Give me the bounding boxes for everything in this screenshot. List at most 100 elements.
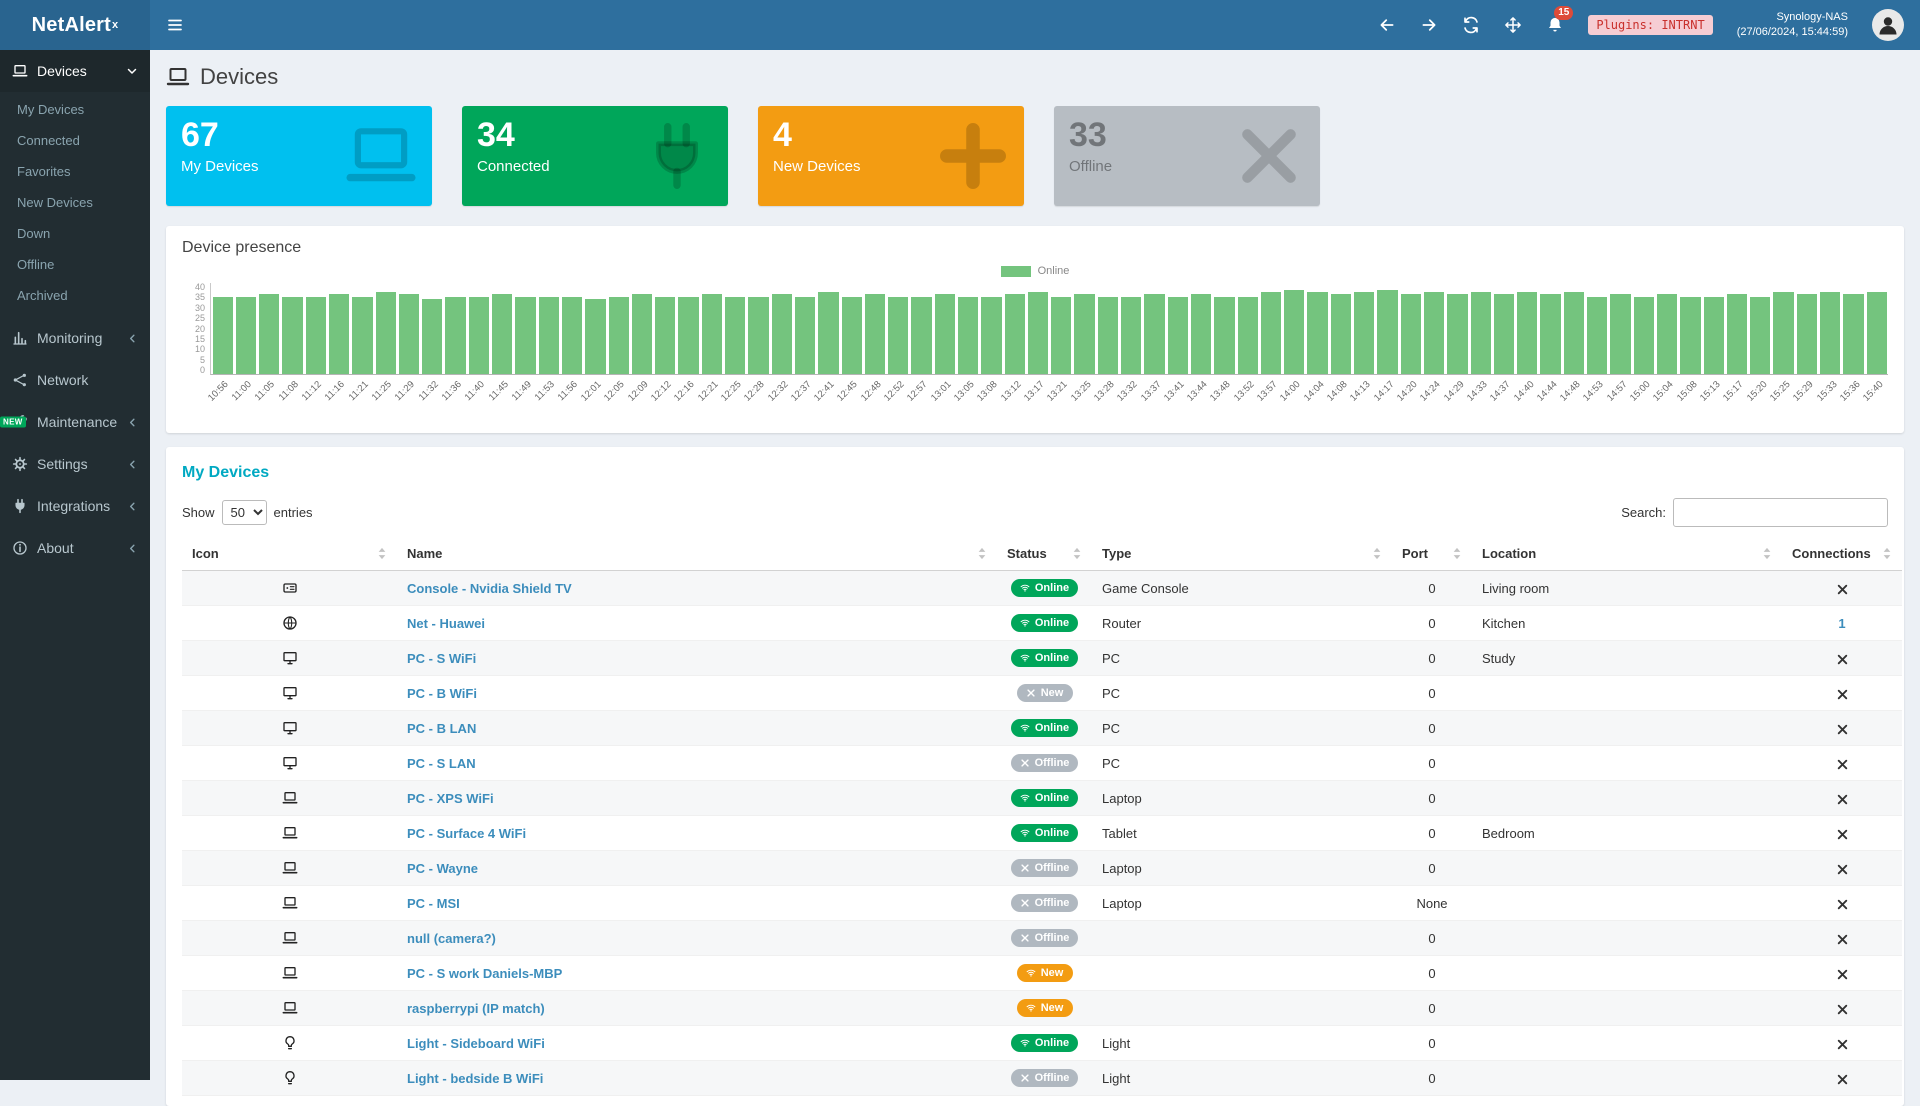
sort-icon[interactable] — [377, 547, 387, 560]
sidebar-item-label: Integrations — [37, 498, 111, 514]
device-link[interactable]: null (camera?) — [407, 930, 496, 946]
device-link[interactable]: PC - B LAN — [407, 720, 477, 736]
device-presence-chart: 40 35 30 25 20 15 10 5 0 10:56 11:00 11:05 11:08 11:… — [182, 283, 1888, 423]
search-input[interactable] — [1673, 498, 1888, 527]
move-icon[interactable] — [1504, 16, 1522, 34]
column-header-location[interactable]: Location — [1472, 537, 1782, 571]
stat-card-connected[interactable]: 34 Connected — [462, 106, 728, 206]
disconnect-icon[interactable] — [1836, 968, 1849, 981]
table-row: Light - Sideboard WiFi Online Light 0 — [182, 1025, 1902, 1061]
device-link[interactable]: PC - Wayne — [407, 860, 479, 876]
sidebar-item-settings[interactable]: Settings — [0, 443, 150, 485]
device-link[interactable]: PC - S WiFi — [407, 650, 477, 666]
sidebar-subitem-down[interactable]: Down — [17, 226, 51, 241]
table-row: PC - B WiFi New PC 0 — [182, 675, 1902, 711]
online-bar — [1773, 292, 1794, 374]
page-size-select[interactable]: 50 — [221, 500, 267, 525]
disconnect-icon[interactable] — [1836, 933, 1849, 946]
wifi-icon — [1020, 1038, 1030, 1048]
bar-column — [258, 283, 281, 374]
device-link[interactable]: PC - S LAN — [407, 755, 476, 771]
sort-icon[interactable] — [977, 547, 987, 560]
sort-icon[interactable] — [1072, 547, 1082, 560]
sidebar-item-network[interactable]: Network — [0, 359, 150, 401]
y-tick-label: 5 — [199, 354, 205, 365]
device-icon-cell — [182, 955, 397, 991]
column-header-icon[interactable]: Icon — [182, 537, 397, 571]
sidebar-item-about[interactable]: About — [0, 527, 150, 569]
disconnect-icon[interactable] — [1836, 723, 1849, 736]
column-header-label: Port — [1402, 546, 1428, 561]
disconnect-icon[interactable] — [1836, 1038, 1849, 1051]
sidebar-subitem-connected[interactable]: Connected — [17, 133, 80, 148]
hamburger-icon[interactable] — [166, 16, 184, 34]
column-header-status[interactable]: Status — [997, 537, 1092, 571]
device-icon-cell — [182, 850, 397, 886]
stat-card-new-devices[interactable]: 4 New Devices — [758, 106, 1024, 206]
plugins-status-badge[interactable]: Plugins: INTRNT — [1588, 15, 1713, 35]
connections-count-link[interactable]: 1 — [1838, 615, 1846, 631]
x-tick: 14:33 — [1464, 379, 1490, 404]
disconnect-icon[interactable] — [1836, 1073, 1849, 1086]
legend-swatch — [1000, 265, 1031, 277]
device-link[interactable]: PC - S work Daniels-MBP — [407, 965, 563, 981]
sort-icon[interactable] — [1882, 547, 1892, 560]
bar-column — [374, 283, 397, 374]
forward-arrow-icon[interactable] — [1420, 16, 1438, 34]
sidebar-subitem-archived[interactable]: Archived — [17, 288, 68, 303]
sidebar-item-monitoring[interactable]: Monitoring — [0, 317, 150, 359]
stat-card-offline[interactable]: 33 Offline — [1054, 106, 1320, 206]
sort-icon[interactable] — [1452, 547, 1462, 560]
notifications-bell[interactable]: 15 — [1546, 6, 1574, 34]
sidebar-subitem-new-devices[interactable]: New Devices — [17, 195, 93, 210]
device-name-cell: PC - B WiFi — [397, 675, 997, 711]
sort-icon[interactable] — [1372, 547, 1382, 560]
device-link[interactable]: raspberrypi (IP match) — [407, 1000, 545, 1016]
x-tick: 11:53 — [532, 379, 557, 404]
disconnect-icon[interactable] — [1836, 1003, 1849, 1016]
disconnect-icon[interactable] — [1836, 758, 1849, 771]
bar-column — [1865, 283, 1888, 374]
online-bar — [1400, 294, 1421, 374]
device-link[interactable]: Light - Sideboard WiFi — [407, 1035, 545, 1051]
disconnect-icon[interactable] — [1836, 898, 1849, 911]
column-header-name[interactable]: Name — [397, 537, 997, 571]
disconnect-icon[interactable] — [1836, 688, 1849, 701]
app-logo[interactable]: NetAlert x — [0, 0, 150, 50]
table-title: My Devices — [182, 464, 270, 481]
device-link[interactable]: PC - B WiFi — [407, 685, 477, 701]
device-link[interactable]: PC - XPS WiFi — [407, 790, 494, 806]
refresh-icon[interactable] — [1462, 16, 1480, 34]
device-link[interactable]: PC - MSI — [407, 895, 460, 911]
disconnect-icon[interactable] — [1836, 793, 1849, 806]
online-bar — [794, 296, 816, 374]
disconnect-icon[interactable] — [1836, 828, 1849, 841]
status-label: Offline — [1034, 932, 1070, 944]
sidebar-subitem-favorites[interactable]: Favorites — [17, 164, 71, 179]
bar-column — [1446, 283, 1469, 374]
device-link[interactable]: PC - Surface 4 WiFi — [407, 825, 527, 841]
column-header-connections[interactable]: Connections — [1782, 537, 1902, 571]
disconnect-icon[interactable] — [1836, 863, 1849, 876]
device-link[interactable]: Net - Huawei — [407, 615, 486, 631]
stat-card-my-devices[interactable]: 67 My Devices — [166, 106, 432, 206]
sidebar-item-integrations[interactable]: Integrations — [0, 485, 150, 527]
sidebar-subitem-my-devices[interactable]: My Devices — [17, 102, 85, 117]
sidebar-subitem-offline[interactable]: Offline — [17, 257, 55, 272]
device-link[interactable]: Light - bedside B WiFi — [407, 1070, 544, 1086]
online-bar — [1447, 294, 1468, 374]
online-bar — [911, 296, 932, 374]
user-avatar[interactable] — [1872, 9, 1904, 41]
sidebar-item-maintenance[interactable]: NEW Maintenance — [0, 401, 150, 443]
back-arrow-icon[interactable] — [1378, 16, 1396, 34]
device-type-cell: Tablet — [1092, 815, 1392, 851]
sidebar-item-devices[interactable]: Devices — [0, 50, 150, 92]
disconnect-icon[interactable] — [1836, 653, 1849, 666]
column-header-port[interactable]: Port — [1392, 537, 1472, 571]
sort-icon[interactable] — [1762, 547, 1772, 560]
column-header-type[interactable]: Type — [1092, 537, 1392, 571]
disconnect-icon[interactable] — [1836, 583, 1849, 596]
device-status-cell: Offline — [997, 885, 1092, 921]
device-link[interactable]: Console - Nvidia Shield TV — [407, 580, 572, 596]
online-bar — [1750, 296, 1771, 374]
